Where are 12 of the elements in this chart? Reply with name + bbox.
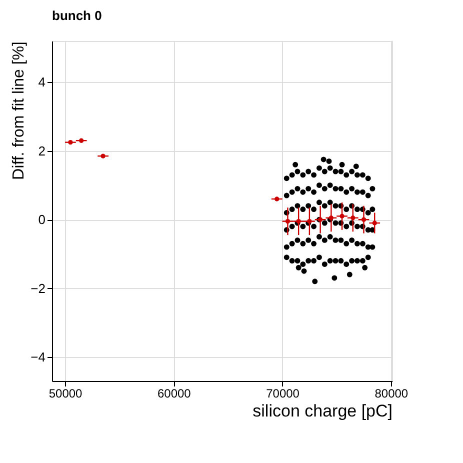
x-tick-label: 60000 (157, 386, 192, 400)
x-tick-label: 50000 (48, 386, 83, 400)
y-tick-label: −4 (30, 349, 46, 364)
x-tick-label: 80000 (374, 386, 408, 400)
chart-title: bunch 0 (52, 8, 102, 23)
x-tick-label: 70000 (266, 386, 300, 400)
y-tick-label: 2 (38, 143, 46, 158)
y-tick-label: 4 (38, 74, 46, 90)
y-tick-label: −2 (30, 280, 46, 296)
y-tick-label: 0 (38, 212, 46, 228)
x-axis-title: silicon charge [pC] (252, 402, 392, 420)
y-axis-title: Diff. from fit line [%] (10, 42, 28, 180)
